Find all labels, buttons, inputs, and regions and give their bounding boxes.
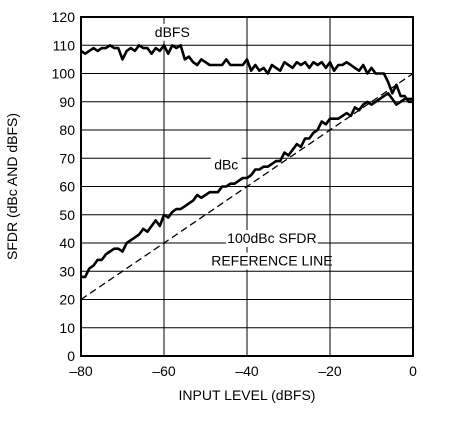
y-tick-label: 100 — [52, 66, 76, 82]
x-axis-title: INPUT LEVEL (dBFS) — [179, 387, 316, 403]
annotation-backdrop — [226, 230, 318, 247]
y-tick-label: 0 — [67, 348, 75, 364]
x-tick-label: –20 — [318, 363, 342, 379]
y-tick-label: 80 — [59, 122, 75, 138]
y-tick-label: 10 — [59, 320, 75, 336]
annotation-label: REFERENCE LINE — [211, 253, 332, 269]
y-tick-label: 50 — [59, 207, 75, 223]
y-tick-label: 30 — [59, 263, 75, 279]
y-axis-title: SFDR (dBc AND dBFS) — [4, 113, 20, 260]
dbc-series-line — [81, 92, 413, 279]
y-tick-label: 90 — [59, 94, 75, 110]
x-tick-label: 0 — [409, 363, 417, 379]
x-tick-label: –60 — [152, 363, 176, 379]
annotation-label: dBFS — [155, 24, 190, 40]
dbfs-series-line — [80, 43, 413, 104]
annotations: dBFS dBc 100dBc SFDR REFERENCE LINE — [153, 23, 333, 270]
x-tick-label: –40 — [235, 363, 259, 379]
annotation-backdrop — [214, 252, 330, 270]
y-tick-label: 40 — [59, 235, 75, 251]
x-tick-label: –80 — [69, 363, 93, 379]
y-tick-label: 20 — [59, 292, 75, 308]
series-lines — [80, 43, 414, 301]
x-tick-labels: –80 –60 –40 –20 0 — [69, 363, 417, 379]
y-tick-label: 70 — [59, 150, 75, 166]
annotation-backdrop — [153, 23, 192, 41]
y-tick-labels: 0 10 20 30 40 50 60 70 80 90 100 110 120 — [52, 9, 76, 364]
annotation-label: dBc — [214, 157, 238, 173]
annotation-backdrop — [210, 156, 242, 174]
plot-frame — [80, 16, 414, 357]
y-tick-label: 120 — [52, 9, 76, 25]
y-tick-label: 60 — [59, 179, 75, 195]
annotation-label: 100dBc SFDR — [227, 230, 316, 246]
reference-series-line — [80, 72, 414, 301]
y-tick-label: 110 — [53, 37, 76, 53]
